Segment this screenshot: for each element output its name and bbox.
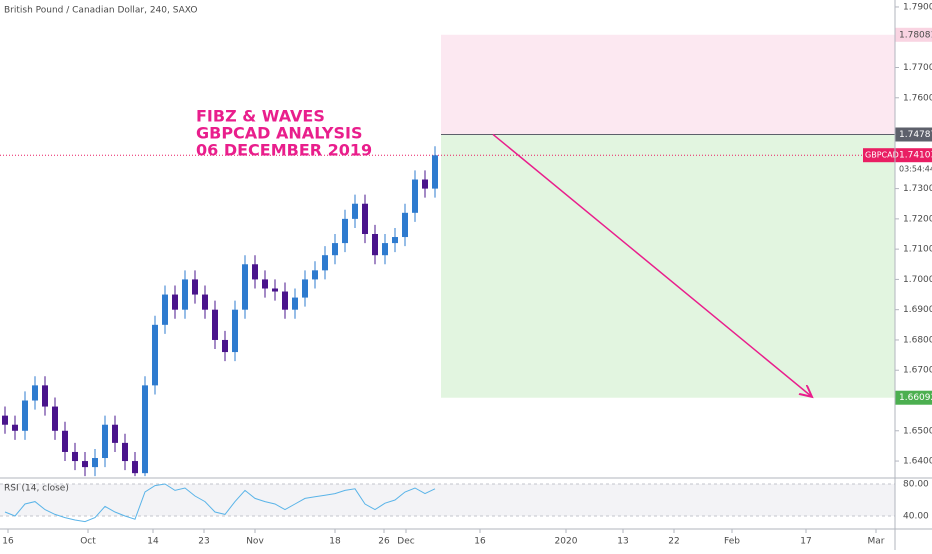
candle-body [132, 461, 138, 474]
candle-body [312, 270, 318, 280]
candle-body [222, 339, 228, 353]
x-tick-label: 17 [800, 537, 811, 547]
y-tick-label: 1.67000 [903, 366, 932, 376]
x-tick-label: Oct [80, 537, 96, 547]
y-tick-label: 1.73000 [903, 184, 932, 194]
chart-title: British Pound / Canadian Dollar, 240, SA… [4, 6, 197, 16]
candle-body [402, 212, 408, 238]
x-tick-label: 16 [2, 537, 14, 547]
candle-body [362, 203, 368, 235]
candle-body [52, 406, 58, 431]
symbol-tag-bg [863, 148, 895, 163]
y-tick-label: 1.64000 [903, 457, 932, 467]
price-label: 1.74103 [899, 151, 932, 161]
symbol-tag: GBPCAD [865, 151, 899, 160]
price-label: 1.74787 [899, 130, 932, 140]
candle-body [112, 424, 118, 443]
candle-body [82, 461, 88, 468]
x-tick-label: 23 [198, 537, 209, 547]
candle-body [342, 218, 348, 244]
price-label-bg [895, 148, 932, 163]
target-zone [441, 134, 895, 398]
candle-body [22, 400, 28, 431]
candle-body [282, 291, 288, 310]
candle-body [72, 451, 78, 462]
rsi-tick-label: 40.00 [903, 512, 929, 522]
arrow [492, 133, 812, 396]
y-tick-label: 1.72000 [903, 214, 932, 224]
candle-body [332, 243, 338, 256]
candle-body [152, 324, 158, 386]
y-tick-label: 1.71000 [903, 245, 932, 255]
candle-body [172, 294, 178, 310]
candle-body [302, 279, 308, 298]
x-tick-label: 16 [474, 537, 486, 547]
x-tick-label: 13 [617, 537, 628, 547]
candle-body [422, 179, 428, 189]
annotation: FIBZ & WAVES [196, 107, 325, 126]
candle-body [212, 309, 218, 340]
x-tick-label: Feb [724, 537, 740, 547]
rsi-band [0, 484, 895, 516]
x-tick-label: 2020 [555, 537, 578, 547]
candle-body [252, 264, 258, 280]
candle-body [192, 279, 198, 295]
rsi-tick-label: 80.00 [903, 480, 929, 490]
candle-body [202, 294, 208, 310]
candle-body [232, 309, 238, 353]
y-tick-label: 1.69000 [903, 305, 932, 315]
candle-body [2, 415, 8, 425]
x-tick-label: Nov [246, 537, 264, 547]
x-tick-label: 18 [329, 537, 341, 547]
candle-body [12, 424, 18, 431]
candle-body [272, 288, 278, 292]
x-tick-label: 22 [668, 537, 679, 547]
y-tick-label: 1.79000 [903, 2, 932, 12]
countdown: 03:54:44 [899, 165, 932, 174]
candle-body [322, 255, 328, 271]
price-label-bg [895, 127, 932, 142]
candle-body [242, 264, 248, 310]
candle-body [92, 458, 98, 468]
rsi-title: RSI (14, close) [4, 484, 69, 494]
candle-body [352, 203, 358, 219]
candle-body [122, 442, 128, 462]
candle-body [102, 424, 108, 459]
candle-body [392, 237, 398, 244]
y-tick-label: 1.70000 [903, 275, 932, 285]
x-tick-label: Mar [868, 537, 885, 547]
candle-body [42, 385, 48, 407]
y-tick-label: 1.65000 [903, 426, 932, 436]
x-tick-label: 14 [147, 537, 159, 547]
candle-body [182, 279, 188, 310]
candle-body [412, 179, 418, 213]
price-label-bg [895, 390, 932, 405]
annotation: GBPCAD ANALYSIS [196, 124, 362, 143]
candle-body [32, 385, 38, 401]
annotation: 06 DECEMBER 2019 [196, 141, 372, 160]
y-tick-label: 1.68000 [903, 335, 932, 345]
candle-body [62, 430, 68, 452]
y-tick-label: 1.76000 [903, 93, 932, 103]
price-label-bg [895, 27, 932, 42]
price-label: 1.66092 [899, 393, 932, 403]
stop-zone [441, 34, 895, 135]
candle-body [142, 385, 148, 474]
candle-body [432, 155, 438, 189]
candle-body [262, 279, 268, 289]
candle-body [382, 243, 388, 256]
candle-body [372, 234, 378, 256]
x-tick-label: Dec [397, 537, 414, 547]
x-tick-label: 26 [378, 537, 390, 547]
y-tick-label: 1.77000 [903, 63, 932, 73]
rsi-line [4, 483, 436, 523]
candle-body [162, 294, 168, 325]
candle-body [292, 297, 298, 310]
